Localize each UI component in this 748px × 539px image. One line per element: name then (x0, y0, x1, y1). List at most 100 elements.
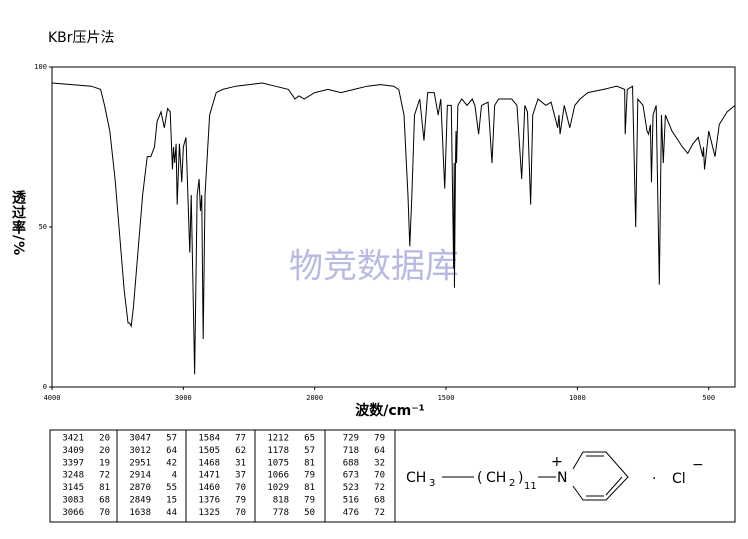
peak-wavenumber: 1584 (198, 434, 220, 444)
peak-transmittance: 57 (304, 446, 315, 456)
methyl: CH (406, 470, 426, 486)
peak-transmittance: 70 (99, 508, 110, 518)
pyridine-ring (572, 451, 629, 501)
peak-transmittance: 20 (99, 434, 110, 444)
peak-transmittance: 55 (166, 483, 177, 493)
peak-wavenumber: 2914 (129, 471, 151, 481)
repeat-count: 11 (524, 481, 537, 492)
peak-wavenumber: 1638 (129, 508, 151, 518)
peak-transmittance: 57 (166, 434, 177, 444)
peak-transmittance: 68 (99, 496, 110, 506)
peak-wavenumber: 818 (273, 496, 289, 506)
y-tick-label: 0 (43, 383, 47, 391)
peak-transmittance: 65 (304, 434, 315, 444)
peak-transmittance: 32 (374, 458, 385, 468)
peak-transmittance: 42 (166, 458, 177, 468)
peak-transmittance: 70 (374, 471, 385, 481)
peak-wavenumber: 3409 (62, 446, 84, 456)
peak-wavenumber: 673 (343, 471, 359, 481)
peak-transmittance: 64 (166, 446, 177, 456)
peak-wavenumber: 1212 (267, 434, 289, 444)
peak-wavenumber: 3047 (129, 434, 151, 444)
methyl-sub: 3 (429, 478, 435, 489)
peak-wavenumber: 3066 (62, 508, 84, 518)
peak-wavenumber: 3145 (62, 483, 84, 493)
structure: CH 3 ( CH 2 ) 11 N + · Cl − (406, 451, 704, 501)
x-tick-label: 4000 (44, 394, 61, 402)
peak-transmittance: 79 (304, 496, 315, 506)
peak-transmittance: 77 (235, 434, 246, 444)
peak-transmittance: 81 (99, 483, 110, 493)
close-paren: ) (518, 470, 523, 486)
open-paren: ( (477, 470, 482, 486)
dot: · (652, 471, 656, 487)
spectrum-line (51, 82, 736, 375)
peak-transmittance: 79 (374, 434, 385, 444)
peak-wavenumber: 729 (343, 434, 359, 444)
methylene-sub: 2 (509, 478, 515, 489)
peak-wavenumber: 3248 (62, 471, 84, 481)
peak-wavenumber: 1505 (198, 446, 220, 456)
peak-transmittance: 31 (235, 458, 246, 468)
peak-wavenumber: 476 (343, 508, 359, 518)
peak-transmittance: 70 (235, 483, 246, 493)
y-axis-label: 透过率/% (10, 190, 26, 257)
peak-wavenumber: 1376 (198, 496, 220, 506)
chart-title: KBr压片法 (48, 30, 115, 46)
peak-wavenumber: 718 (343, 446, 359, 456)
peak-wavenumber: 778 (273, 508, 289, 518)
peak-wavenumber: 3083 (62, 496, 84, 506)
peak-transmittance: 72 (374, 508, 385, 518)
anion: Cl (672, 471, 686, 487)
nitrogen: N (557, 470, 567, 486)
x-tick-label: 500 (702, 394, 715, 402)
watermark: 物竞数据库 (289, 247, 459, 287)
plot-frame (51, 66, 736, 388)
peak-wavenumber: 3397 (62, 458, 84, 468)
peak-transmittance: 72 (99, 471, 110, 481)
y-tick-label: 50 (39, 223, 47, 231)
peak-wavenumber: 1325 (198, 508, 220, 518)
x-tick-label: 1000 (569, 394, 586, 402)
peak-wavenumber: 1075 (267, 458, 289, 468)
peak-transmittance: 68 (374, 496, 385, 506)
peak-wavenumber: 516 (343, 496, 359, 506)
x-tick-label: 1500 (438, 394, 455, 402)
peak-wavenumber: 3421 (62, 434, 84, 444)
table-dividers (116, 430, 396, 522)
peak-transmittance: 81 (304, 483, 315, 493)
peak-transmittance: 20 (99, 446, 110, 456)
peak-transmittance: 64 (374, 446, 385, 456)
x-axis-label: 波数/cm⁻¹ (355, 402, 425, 419)
peak-transmittance: 37 (235, 471, 246, 481)
peak-wavenumber: 1029 (267, 483, 289, 493)
peak-transmittance: 81 (304, 458, 315, 468)
peak-wavenumber: 2849 (129, 496, 151, 506)
charge: + (551, 454, 563, 470)
peak-transmittance: 4 (172, 471, 177, 481)
peak-transmittance: 50 (304, 508, 315, 518)
peak-transmittance: 70 (235, 508, 246, 518)
table-frame (49, 429, 736, 523)
x-tick-label: 3000 (175, 394, 192, 402)
peak-transmittance: 72 (374, 483, 385, 493)
peak-transmittance: 19 (99, 458, 110, 468)
peak-wavenumber: 1066 (267, 471, 289, 481)
y-tick-label: 100 (34, 63, 47, 71)
peak-transmittance: 15 (166, 496, 177, 506)
peak-transmittance: 79 (235, 496, 246, 506)
peak-transmittance: 44 (166, 508, 177, 518)
peak-transmittance: 62 (235, 446, 246, 456)
peak-wavenumber: 2951 (129, 458, 151, 468)
anion-charge: − (692, 457, 704, 473)
x-tick-label: 2000 (306, 394, 323, 402)
peak-wavenumber: 1468 (198, 458, 220, 468)
peak-wavenumber: 2870 (129, 483, 151, 493)
peak-wavenumber: 523 (343, 483, 359, 493)
peak-wavenumber: 1471 (198, 471, 220, 481)
peak-wavenumber: 3012 (129, 446, 151, 456)
peak-transmittance: 79 (304, 471, 315, 481)
methylene: CH (486, 470, 506, 486)
